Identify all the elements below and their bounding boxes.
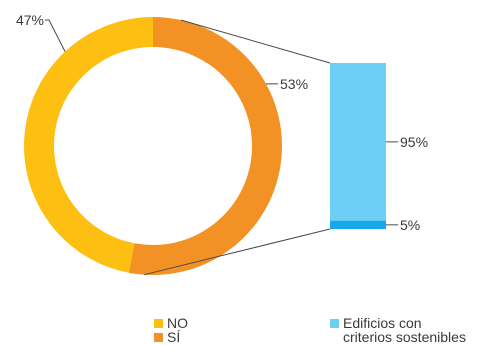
donut-slice-no [24,17,154,273]
legend-label-sustainable-line1: Edificios con [343,315,422,331]
connector-lines [144,19,331,276]
label-bar-5: 5% [400,217,420,233]
donut-slice-si [128,17,283,275]
legend-swatch-no [154,319,163,328]
connector-bottom [144,228,331,276]
legend-swatch-sustainable [330,319,339,328]
legend: NO SÍ Edificios con criterios sostenible… [154,315,466,345]
label-no-value: 47% [16,12,44,28]
legend-label-no: NO [167,315,188,331]
data-labels: 47% 53% 95% 5% [16,12,428,233]
legend-label-sustainable-line2: criterios sostenibles [343,329,466,345]
connector-top [181,19,331,64]
donut-chart [24,17,283,275]
legend-swatch-si [154,333,163,342]
bar-segment-95 [330,63,386,221]
leader-no [45,19,66,52]
label-si-value: 53% [280,76,308,92]
label-bar-95: 95% [400,134,428,150]
stacked-bar [330,63,386,229]
legend-label-si: SÍ [167,329,180,345]
bar-segment-5 [330,220,386,229]
